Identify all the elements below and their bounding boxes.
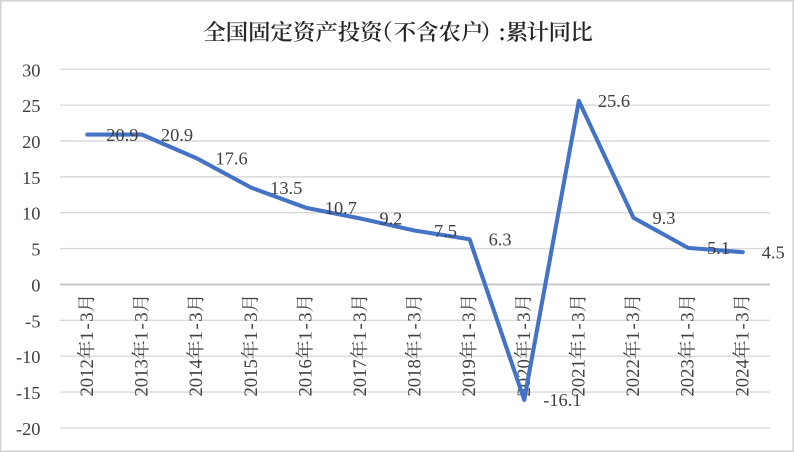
svg-text:0: 0 (31, 275, 40, 295)
svg-text:-: - (459, 323, 480, 329)
svg-text:5.1: 5.1 (707, 238, 730, 258)
svg-text:-5: -5 (25, 311, 40, 331)
svg-text:30: 30 (22, 60, 40, 80)
svg-text:-: - (77, 323, 98, 329)
svg-text:3: 3 (186, 312, 207, 321)
svg-text:2022: 2022 (623, 359, 644, 396)
svg-text:-: - (514, 323, 535, 329)
svg-text:-16.1: -16.1 (543, 390, 581, 410)
svg-text:1: 1 (241, 331, 262, 340)
svg-text:15: 15 (22, 168, 40, 188)
svg-text:-: - (132, 323, 153, 329)
svg-text:1: 1 (77, 331, 98, 340)
svg-text:10: 10 (22, 204, 40, 224)
svg-text:4.5: 4.5 (762, 242, 785, 262)
svg-text:1: 1 (678, 331, 699, 340)
svg-text:20.9: 20.9 (106, 125, 138, 145)
svg-text:-10: -10 (16, 347, 41, 367)
svg-text:1: 1 (459, 331, 480, 340)
svg-text:-: - (568, 323, 589, 329)
svg-text:2018: 2018 (405, 359, 426, 396)
svg-text:1: 1 (132, 331, 153, 340)
svg-text:3: 3 (459, 312, 480, 321)
svg-text:1: 1 (350, 331, 371, 340)
svg-text:-: - (350, 323, 371, 329)
svg-text:2024: 2024 (732, 359, 753, 397)
svg-text:-15: -15 (16, 383, 41, 403)
svg-text:2017: 2017 (350, 359, 371, 396)
svg-text:3: 3 (350, 312, 371, 321)
svg-text:2014: 2014 (186, 359, 207, 397)
svg-text:-: - (678, 323, 699, 329)
svg-text:3: 3 (623, 312, 644, 321)
svg-text:9.2: 9.2 (379, 209, 402, 229)
svg-text:2021: 2021 (568, 359, 589, 396)
svg-text:1: 1 (568, 331, 589, 340)
svg-text:2016: 2016 (295, 359, 316, 396)
svg-text:1: 1 (514, 331, 535, 340)
svg-text:25.6: 25.6 (598, 91, 630, 111)
svg-text:3: 3 (514, 312, 535, 321)
svg-text:10.7: 10.7 (325, 198, 357, 218)
svg-text:-: - (732, 323, 753, 329)
svg-text:3: 3 (295, 312, 316, 321)
svg-text:25: 25 (22, 96, 40, 116)
svg-text:-: - (186, 323, 207, 329)
svg-text:6.3: 6.3 (489, 229, 512, 249)
svg-text:-: - (623, 323, 644, 329)
svg-text:3: 3 (568, 312, 589, 321)
svg-text:3: 3 (678, 312, 699, 321)
svg-text:1: 1 (732, 331, 753, 340)
svg-text:-20: -20 (16, 419, 41, 439)
svg-text:1: 1 (623, 331, 644, 340)
svg-text:-: - (241, 323, 262, 329)
svg-text:2012: 2012 (77, 359, 98, 396)
svg-text:1: 1 (186, 331, 207, 340)
svg-text:3: 3 (732, 312, 753, 321)
svg-text:3: 3 (405, 312, 426, 321)
svg-text:7.5: 7.5 (434, 221, 457, 241)
svg-text:20.9: 20.9 (161, 125, 193, 145)
svg-text:-: - (295, 323, 316, 329)
svg-text:2023: 2023 (678, 359, 699, 396)
svg-text:17.6: 17.6 (216, 148, 248, 168)
svg-text:-: - (405, 323, 426, 329)
svg-text:9.3: 9.3 (652, 208, 675, 228)
svg-text:13.5: 13.5 (270, 178, 302, 198)
svg-text:3: 3 (77, 312, 98, 321)
svg-text:3: 3 (241, 312, 262, 321)
svg-text:1: 1 (295, 331, 316, 340)
svg-text:3: 3 (132, 312, 153, 321)
svg-text:2013: 2013 (132, 359, 153, 396)
svg-text:2019: 2019 (459, 359, 480, 396)
svg-text:2015: 2015 (241, 359, 262, 396)
svg-text:20: 20 (22, 132, 40, 152)
svg-text:1: 1 (405, 331, 426, 340)
svg-text:5: 5 (31, 240, 40, 260)
